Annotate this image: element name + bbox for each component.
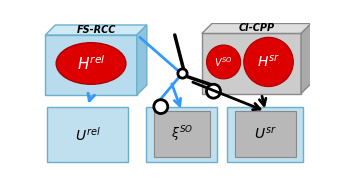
Polygon shape [301,23,311,94]
Circle shape [178,69,187,78]
Text: $U^{rel}$: $U^{rel}$ [75,125,100,143]
Bar [146,107,217,162]
Text: $H^{rel}$: $H^{rel}$ [77,54,105,73]
Ellipse shape [56,43,126,84]
Bar [235,111,295,157]
Polygon shape [45,35,137,95]
Polygon shape [202,33,301,94]
Bar [227,107,303,162]
Circle shape [154,100,168,114]
Polygon shape [45,25,147,35]
Polygon shape [202,23,311,33]
Bar [47,107,128,162]
Text: FS-RCC: FS-RCC [76,25,116,35]
Polygon shape [137,25,147,95]
Text: CI-CPP: CI-CPP [238,23,275,33]
Text: $\xi^{SO}$: $\xi^{SO}$ [171,125,193,144]
Text: $V^{SO}$: $V^{SO}$ [214,55,233,69]
Circle shape [206,84,221,98]
Circle shape [244,37,293,87]
Text: $U^{sr}$: $U^{sr}$ [254,126,277,142]
Text: $H^{sr}$: $H^{sr}$ [257,54,280,70]
Bar [154,111,209,157]
Circle shape [206,45,240,79]
